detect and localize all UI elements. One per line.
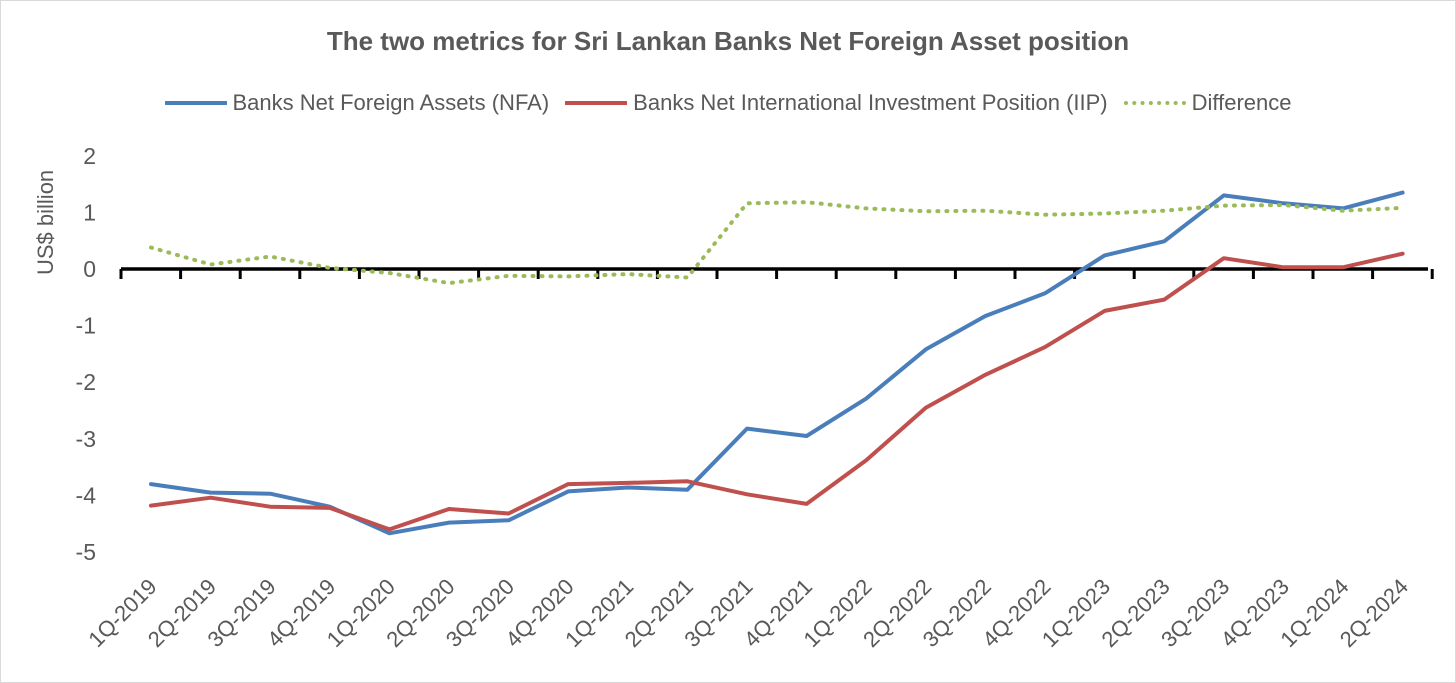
legend-swatch-nfa	[164, 101, 227, 105]
legend: Banks Net Foreign Assets (NFA) Banks Net…	[0, 89, 1456, 117]
legend-item-iip: Banks Net International Investment Posit…	[565, 90, 1108, 116]
legend-item-nfa: Banks Net Foreign Assets (NFA)	[164, 90, 550, 116]
legend-swatch-iip	[565, 101, 628, 105]
y-tick-label: -3	[76, 426, 96, 452]
legend-label-difference: Difference	[1191, 90, 1292, 115]
legend-item-difference: Difference	[1123, 90, 1292, 116]
y-tick-label: 0	[83, 256, 96, 282]
y-tick-label: 2	[83, 143, 96, 169]
legend-swatch-difference	[1123, 101, 1186, 105]
chart-title: The two metrics for Sri Lankan Banks Net…	[326, 26, 1130, 56]
y-tick-label: -5	[76, 539, 96, 565]
y-tick-label: -2	[76, 369, 96, 395]
series-line-0	[149, 190, 1405, 536]
series-line-1	[149, 251, 1405, 532]
legend-label-iip: Banks Net International Investment Posit…	[633, 90, 1108, 115]
y-tick-label: -1	[76, 313, 96, 339]
series-line-2	[149, 200, 1405, 286]
y-tick-label: 1	[83, 199, 96, 225]
legend-label-nfa: Banks Net Foreign Assets (NFA)	[232, 90, 550, 115]
y-tick-label: -4	[76, 482, 97, 508]
